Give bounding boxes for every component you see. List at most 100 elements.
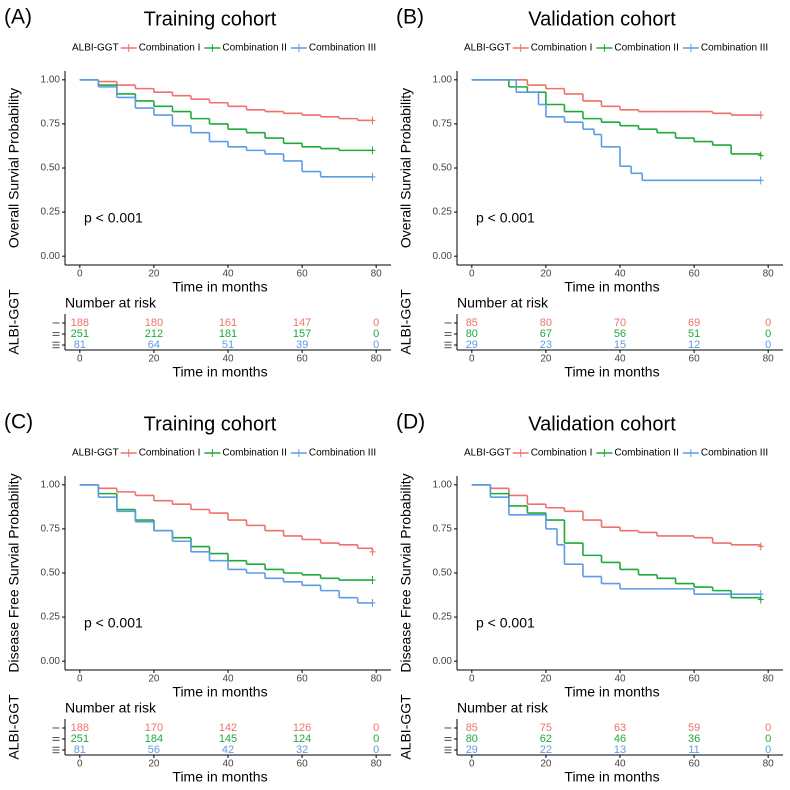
x-tick-label: 40 (614, 269, 626, 280)
risk-count: 181 (219, 328, 237, 340)
legend-label: Combination III (309, 43, 376, 54)
y-tick-label: 0.00 (41, 656, 61, 667)
risk-count: 56 (614, 328, 626, 340)
panel: (C) Training cohort ALBI-GGT Combination I C… (4, 411, 391, 785)
x-tick-label: 20 (540, 269, 552, 280)
risk-x-title: Time in months (564, 769, 659, 785)
risk-count: 0 (373, 317, 379, 329)
panel-label: (B) (396, 6, 424, 29)
x-axis-title: Time in months (172, 279, 267, 295)
panel-title: Validation cohort (528, 8, 676, 30)
risk-count: 32 (296, 744, 308, 756)
risk-x-tick-label: 60 (297, 759, 309, 770)
censor-mark (757, 151, 764, 160)
x-tick-label: 20 (540, 674, 552, 685)
y-tick-label: 0.50 (433, 568, 453, 579)
y-tick-label: 0.50 (41, 568, 61, 579)
x-tick-label: 40 (614, 674, 626, 685)
risk-group-label: III (444, 341, 455, 349)
risk-count: 0 (765, 733, 771, 745)
legend-censor (686, 44, 695, 52)
x-tick-label: 0 (77, 674, 83, 685)
risk-group-label: I (52, 322, 63, 325)
risk-y-title: ALBI-GGT (6, 289, 22, 355)
legend-label: Combination III (309, 448, 376, 459)
risk-x-tick-label: 60 (297, 354, 309, 365)
y-tick-label: 0.25 (41, 207, 61, 218)
censor-mark (369, 116, 376, 125)
risk-count: 188 (71, 317, 89, 329)
x-tick-label: 60 (689, 269, 701, 280)
risk-count: 0 (373, 744, 379, 756)
risk-count: 81 (74, 744, 86, 756)
risk-count: 80 (466, 733, 478, 745)
legend-censor (600, 44, 609, 52)
censor-mark (369, 598, 376, 607)
risk-count: 67 (540, 328, 552, 340)
legend-label: Combination II (614, 448, 678, 459)
risk-count: 184 (145, 733, 163, 745)
risk-count: 59 (688, 722, 700, 734)
risk-x-title: Time in months (564, 364, 659, 380)
x-tick-label: 80 (371, 674, 383, 685)
y-tick-label: 0.00 (433, 251, 453, 262)
legend-label: Combination I (139, 448, 201, 459)
risk-x-tick-label: 40 (222, 354, 234, 365)
y-axis-title: Disease Free Survial Probability (398, 473, 414, 672)
risk-table-title: Number at risk (457, 700, 549, 716)
panel: (D) Validation cohort ALBI-GGT Combination … (396, 411, 783, 785)
p-value: p < 0.001 (476, 615, 535, 631)
risk-count: 0 (373, 339, 379, 351)
legend-title: ALBI-GGT (464, 448, 511, 459)
censor-mark (369, 172, 376, 181)
legend-title: ALBI-GGT (464, 43, 511, 54)
risk-count: 0 (765, 722, 771, 734)
censor-mark (757, 590, 764, 599)
risk-count: 46 (614, 733, 626, 745)
risk-count: 13 (614, 744, 626, 756)
y-tick-label: 0.25 (433, 612, 453, 623)
risk-x-tick-label: 0 (469, 759, 475, 770)
risk-count: 22 (540, 744, 552, 756)
panel-title: Validation cohort (528, 413, 676, 435)
risk-count: 15 (614, 339, 626, 351)
x-tick-label: 60 (689, 674, 701, 685)
risk-count: 0 (765, 328, 771, 340)
risk-count: 0 (765, 339, 771, 351)
y-tick-label: 0.25 (433, 207, 453, 218)
risk-x-tick-label: 80 (763, 759, 775, 770)
censor-mark (757, 542, 764, 551)
risk-count: 62 (540, 733, 552, 745)
x-tick-label: 40 (222, 674, 234, 685)
risk-count: 29 (466, 744, 478, 756)
risk-count: 0 (765, 317, 771, 329)
legend-label: Combination I (139, 43, 201, 54)
risk-group-label: II (52, 736, 63, 742)
risk-count: 12 (688, 339, 700, 351)
p-value: p < 0.001 (476, 210, 535, 226)
panel: (A) Training cohort ALBI-GGT Combination I C… (4, 6, 391, 380)
risk-x-tick-label: 40 (614, 354, 626, 365)
risk-count: 85 (466, 722, 478, 734)
risk-count: 157 (293, 328, 311, 340)
legend-censor (686, 449, 695, 457)
risk-count: 63 (614, 722, 626, 734)
y-axis-title: Overall Survial Probability (398, 88, 414, 248)
risk-x-tick-label: 60 (689, 759, 701, 770)
y-axis-title: Overall Survial Probability (6, 88, 22, 248)
risk-group-label: III (52, 746, 63, 754)
risk-y-title: ALBI-GGT (398, 289, 414, 355)
risk-group-label: I (52, 727, 63, 730)
risk-count: 81 (74, 339, 86, 351)
censor-mark (757, 111, 764, 120)
x-tick-label: 60 (297, 269, 309, 280)
risk-table-title: Number at risk (65, 295, 157, 311)
y-tick-label: 0.50 (433, 163, 453, 174)
risk-x-tick-label: 20 (540, 759, 552, 770)
x-tick-label: 40 (222, 269, 234, 280)
panel-label: (A) (4, 6, 32, 29)
risk-x-tick-label: 0 (469, 354, 475, 365)
risk-x-tick-label: 20 (540, 354, 552, 365)
x-axis-title: Time in months (172, 684, 267, 700)
risk-count: 29 (466, 339, 478, 351)
